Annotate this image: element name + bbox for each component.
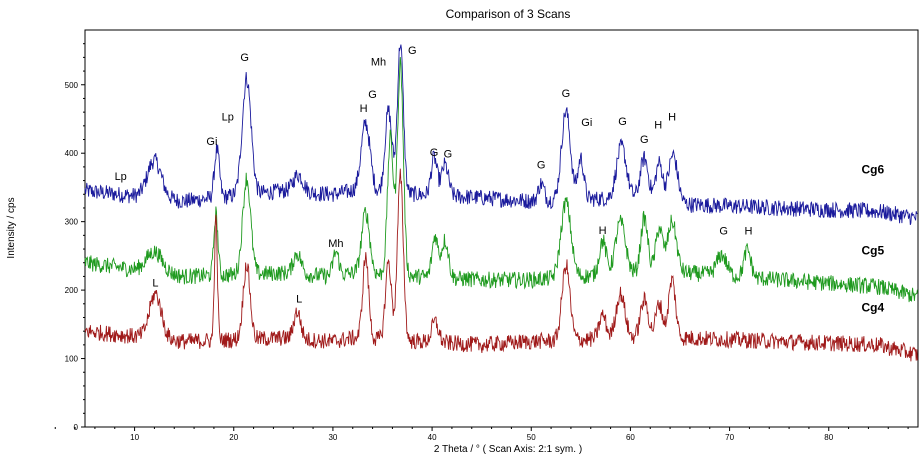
series-layer xyxy=(84,44,918,362)
chart-title: Comparison of 3 Scans xyxy=(446,7,571,21)
x-tick-label: 10 xyxy=(130,433,139,442)
y-axis-label: Intensity / cps xyxy=(6,197,17,258)
series-label-cg6: Cg6 xyxy=(861,163,884,177)
series-line-cg6 xyxy=(84,44,918,225)
peak-annotation: Lp xyxy=(115,171,127,183)
peak-annotation: G xyxy=(368,89,377,101)
peak-annotation: G xyxy=(719,226,728,238)
y-tick-label: 300 xyxy=(65,218,79,227)
x-tick-label: 70 xyxy=(725,433,734,442)
peak-annotation: G xyxy=(408,45,417,57)
y-tick-label: 0 xyxy=(74,423,79,432)
plot-frame xyxy=(84,29,919,428)
peak-annotation: H xyxy=(599,225,607,237)
peak-annotation: Mh xyxy=(371,57,386,69)
y-tick-label: 100 xyxy=(65,355,79,364)
x-tick-label: 80 xyxy=(824,433,833,442)
axes: 10 20 30 40 50 60 70 80 0 100 200 300 400 500 xyxy=(54,43,909,442)
x-tick-label: 50 xyxy=(527,433,536,442)
peak-annotation: G xyxy=(618,116,627,128)
peak-annotation: G xyxy=(444,148,453,160)
peak-annotation: Gi xyxy=(581,117,592,129)
series-line-cg5 xyxy=(84,57,918,303)
peak-annotation: Lp xyxy=(222,111,234,123)
y-tick-label: 400 xyxy=(65,149,79,158)
x-tick-label: 30 xyxy=(328,433,337,442)
peak-annotation: G xyxy=(240,52,249,64)
series-label-cg4: Cg4 xyxy=(861,300,884,314)
peak-annotation: L xyxy=(152,278,158,290)
x-axis-label: 2 Theta / ° ( Scan Axis: 2:1 sym. ) xyxy=(434,444,582,455)
y-tick-label: 500 xyxy=(65,81,79,90)
peak-annotation: H xyxy=(654,120,662,132)
x-tick-label: 20 xyxy=(229,433,238,442)
x-tick-label: 40 xyxy=(428,433,437,442)
y-tick-label: 200 xyxy=(65,286,79,295)
peak-annotation: G xyxy=(537,159,546,171)
x-tick-label: 60 xyxy=(626,433,635,442)
peak-annotation: H xyxy=(744,226,752,238)
peak-annotation: G xyxy=(430,147,439,159)
peak-annotation: G xyxy=(640,134,649,146)
peak-annotation: L xyxy=(296,293,302,305)
peak-annotation: H xyxy=(668,111,676,123)
peak-annotation: G xyxy=(562,88,571,100)
peak-annotation: Mh xyxy=(328,238,343,250)
peak-annotation: H xyxy=(360,103,368,115)
peak-annotation: Gi xyxy=(206,136,217,148)
series-label-cg5: Cg5 xyxy=(861,244,884,258)
series-line-cg4 xyxy=(84,168,918,362)
